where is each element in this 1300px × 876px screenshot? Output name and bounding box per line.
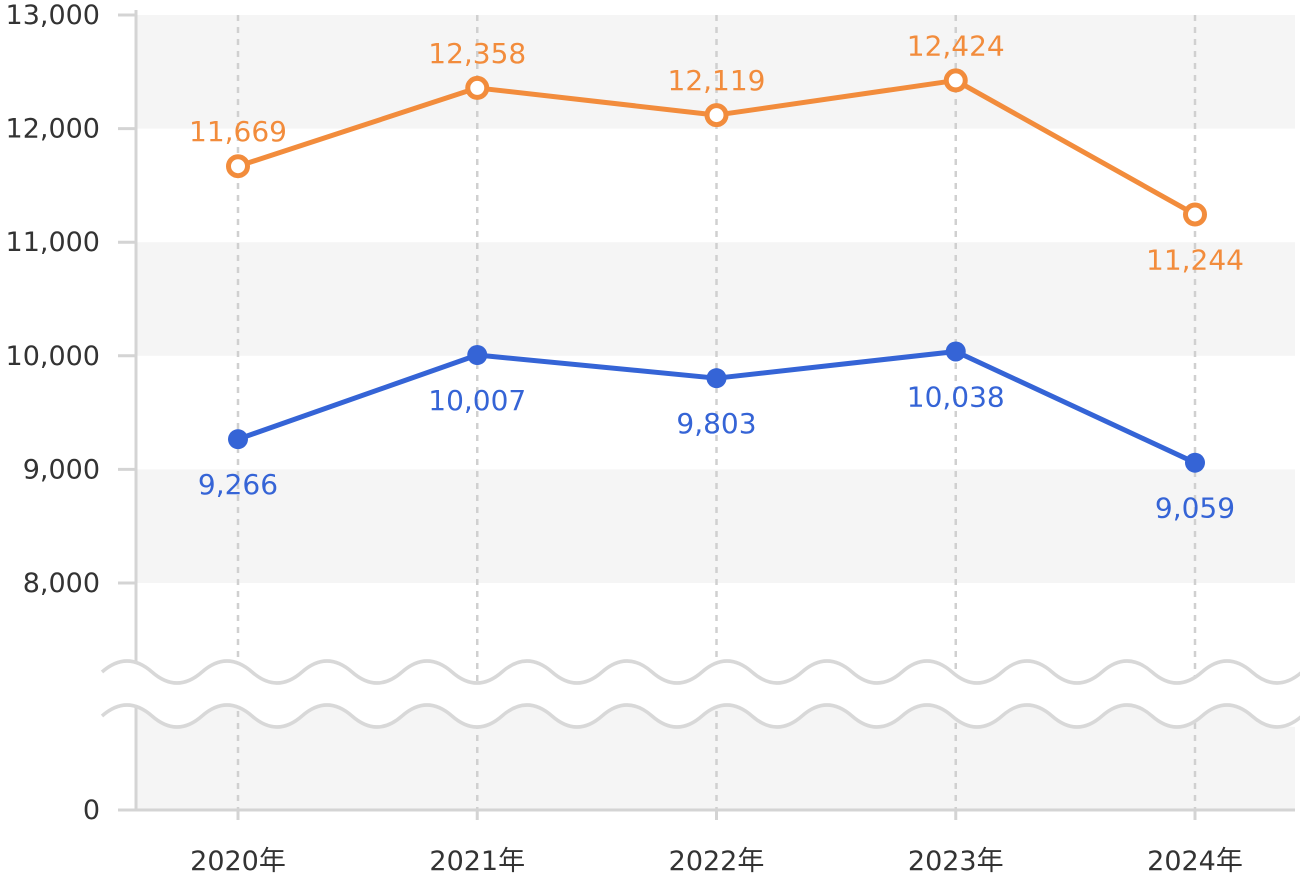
y-tick-label: 9,000 bbox=[23, 454, 100, 485]
data-point bbox=[1183, 202, 1207, 227]
series-lines: 11,669 12,358 12,119 12,424 11,244 9,266 10,00… bbox=[189, 29, 1244, 524]
axis-break-wave-top bbox=[100, 659, 1300, 685]
axis-break-wave-bottom bbox=[100, 703, 1300, 729]
data-point bbox=[226, 154, 250, 179]
data-label: 12,119 bbox=[668, 64, 766, 97]
y-tick-label: 13,000 bbox=[6, 0, 100, 31]
x-tick-label: 2024年 bbox=[1147, 846, 1243, 876]
x-tick-label: 2021年 bbox=[429, 846, 525, 876]
background-band bbox=[136, 242, 1295, 356]
data-label: 12,358 bbox=[428, 37, 526, 70]
data-point bbox=[465, 75, 490, 100]
data-label: 12,424 bbox=[907, 29, 1005, 62]
series-2: 9,266 10,007 9,803 10,038 9,059 bbox=[198, 341, 1235, 525]
data-label: 11,244 bbox=[1146, 243, 1244, 276]
x-tick-label: 2023年 bbox=[908, 846, 1004, 876]
data-point bbox=[943, 68, 968, 93]
data-label: 9,059 bbox=[1155, 492, 1235, 525]
data-label: 10,038 bbox=[907, 380, 1005, 413]
data-point bbox=[945, 341, 966, 362]
data-point bbox=[228, 429, 248, 450]
axis-break-fill bbox=[102, 661, 1300, 727]
data-point bbox=[706, 368, 727, 389]
y-tick-label: 10,000 bbox=[6, 341, 100, 372]
x-axis-tick-labels: 2020年 2021年 2022年 2023年 2024年 bbox=[190, 846, 1243, 876]
series-1: 11,669 12,358 12,119 12,424 11,244 bbox=[189, 29, 1244, 276]
data-point bbox=[467, 345, 488, 366]
y-tick-label: 12,000 bbox=[6, 114, 100, 145]
y-tick-label: 11,000 bbox=[6, 227, 100, 258]
y-axis-tick-labels: 0 8,000 9,000 10,000 11,000 12,000 13,000 bbox=[6, 0, 100, 826]
data-point bbox=[704, 103, 729, 128]
y-tick-label: 8,000 bbox=[23, 568, 100, 599]
data-label: 9,266 bbox=[198, 468, 278, 501]
data-label: 11,669 bbox=[189, 115, 287, 148]
data-label: 9,803 bbox=[676, 407, 756, 440]
y-tick-label: 0 bbox=[83, 795, 100, 826]
data-label: 10,007 bbox=[428, 384, 526, 417]
x-tick-label: 2020年 bbox=[190, 846, 286, 876]
axis-break-mark bbox=[100, 659, 1300, 729]
data-point bbox=[1185, 452, 1205, 473]
x-tick-label: 2022年 bbox=[669, 846, 765, 876]
